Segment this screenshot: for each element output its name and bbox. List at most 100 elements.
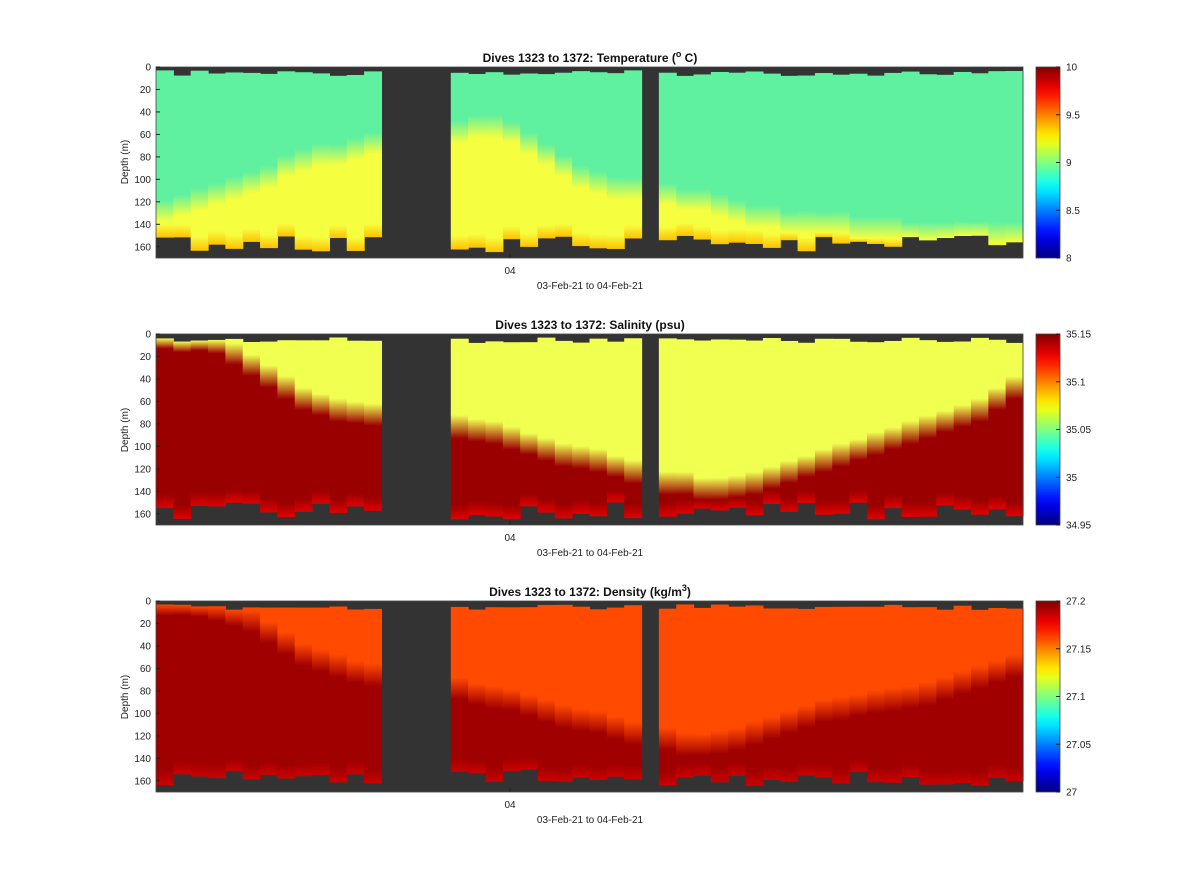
dive-column: [208, 606, 226, 779]
dive-column: [190, 606, 209, 777]
dive-column: [346, 340, 365, 507]
y-tick-label: 140: [134, 487, 151, 498]
y-tick-label: 120: [134, 731, 151, 742]
dive-column: [329, 337, 348, 513]
dive-column: [780, 608, 799, 782]
colorbar-tick-label: 9.5: [1066, 110, 1080, 121]
dive-column: [312, 340, 330, 504]
dive-column: [173, 75, 192, 238]
dive-column: [502, 74, 521, 240]
dive-column: [710, 71, 729, 245]
dive-column: [294, 607, 313, 777]
dive-column: [294, 72, 313, 250]
dive-column: [780, 340, 799, 512]
panel-temperature: Dives 1323 to 1372: Temperature (o C) De…: [120, 49, 1080, 292]
y-tick-label: 20: [140, 352, 152, 363]
y-tick-label: 140: [134, 220, 151, 231]
dive-column: [745, 71, 764, 244]
dive-column: [190, 70, 209, 251]
dive-column: [606, 341, 625, 503]
dive-column: [624, 338, 643, 519]
y-tick-label: 60: [140, 397, 152, 408]
y-tick-label: 80: [140, 686, 152, 697]
dive-column: [242, 342, 261, 504]
dive-column: [797, 608, 816, 776]
dive-column: [953, 71, 972, 237]
dive-column: [312, 607, 330, 776]
dive-column: [762, 608, 781, 780]
dive-column: [329, 75, 348, 239]
dive-column: [814, 606, 833, 778]
y-tick-label: 100: [134, 175, 151, 186]
dive-column: [866, 75, 885, 244]
dive-column: [849, 73, 868, 242]
dive-column: [884, 604, 903, 783]
dive-column: [554, 340, 573, 519]
colorbar-tick-label: 35: [1066, 473, 1078, 484]
dive-column: [814, 338, 833, 515]
dive-column: [884, 340, 903, 509]
dive-column: [364, 71, 383, 238]
y-tick-label: 140: [134, 754, 151, 765]
dive-column: [624, 605, 643, 780]
dive-column: [762, 338, 781, 505]
heatmap-plot-area: [155, 600, 1024, 793]
dive-column: [1005, 342, 1024, 517]
dive-column: [485, 607, 504, 782]
dive-column: [537, 74, 556, 239]
colorbar: 35.15 35.1 35.05 35 34.95: [1035, 330, 1091, 532]
dive-column: [589, 609, 608, 780]
dive-column: [502, 342, 521, 520]
colorbar: 10 9.5 9 8.5 8: [1035, 63, 1080, 265]
dive-column: [988, 608, 1007, 778]
colorbar-tick-label: 35.15: [1066, 330, 1091, 341]
y-tick-label: 0: [145, 330, 151, 341]
y-ticks: 0 20 40 60 80 100 120 140 160: [134, 330, 160, 520]
y-tick-label: 20: [140, 619, 152, 630]
colorbar-tick-label: 34.95: [1066, 521, 1091, 532]
dive-column: [797, 342, 816, 504]
dive-column: [936, 74, 955, 239]
panel-title: Dives 1323 to 1372: Salinity (psu): [495, 318, 684, 332]
dive-column: [537, 604, 556, 781]
dive-column: [918, 607, 937, 785]
y-tick-label: 20: [140, 85, 152, 96]
y-axis-label: Depth (m): [120, 675, 131, 719]
dive-column: [260, 607, 278, 775]
y-tick-label: 120: [134, 464, 151, 475]
y-tick-label: 60: [140, 130, 152, 141]
dive-column: [572, 342, 591, 514]
y-tick-label: 100: [134, 442, 151, 453]
dive-column: [606, 607, 625, 777]
colorbar-tick-label: 27.05: [1066, 740, 1091, 751]
plot-frame: [155, 600, 1024, 793]
dive-column: [260, 341, 278, 513]
dive-column: [745, 605, 764, 786]
colorbar-tick-label: 27.1: [1066, 692, 1086, 703]
dive-column: [346, 74, 365, 251]
dive-column: [485, 72, 504, 253]
dive-column: [658, 338, 677, 517]
dive-column: [918, 340, 937, 517]
dive-column: [364, 608, 383, 784]
x-axis-label: 03-Feb-21 to 04-Feb-21: [537, 281, 644, 292]
dive-column: [346, 609, 365, 775]
dive-column: [520, 342, 539, 507]
dive-column: [728, 339, 747, 508]
colorbar-tick-label: 27.2: [1066, 597, 1086, 608]
plot-frame: [155, 333, 1024, 526]
dive-column: [225, 338, 244, 503]
plot-frame: [155, 66, 1024, 259]
y-tick-label: 40: [140, 374, 152, 385]
dive-column: [173, 604, 192, 775]
dive-column: [190, 340, 209, 506]
x-tick-label: 04: [504, 533, 516, 544]
dive-column: [953, 341, 972, 510]
dive-column: [572, 606, 591, 778]
colorbar-tick-label: 8: [1066, 254, 1072, 265]
colorbar-tick-label: 8.5: [1066, 206, 1080, 217]
dive-column: [537, 337, 556, 513]
colorbar-tick-label: 35.05: [1066, 425, 1091, 436]
dive-column: [485, 341, 504, 517]
